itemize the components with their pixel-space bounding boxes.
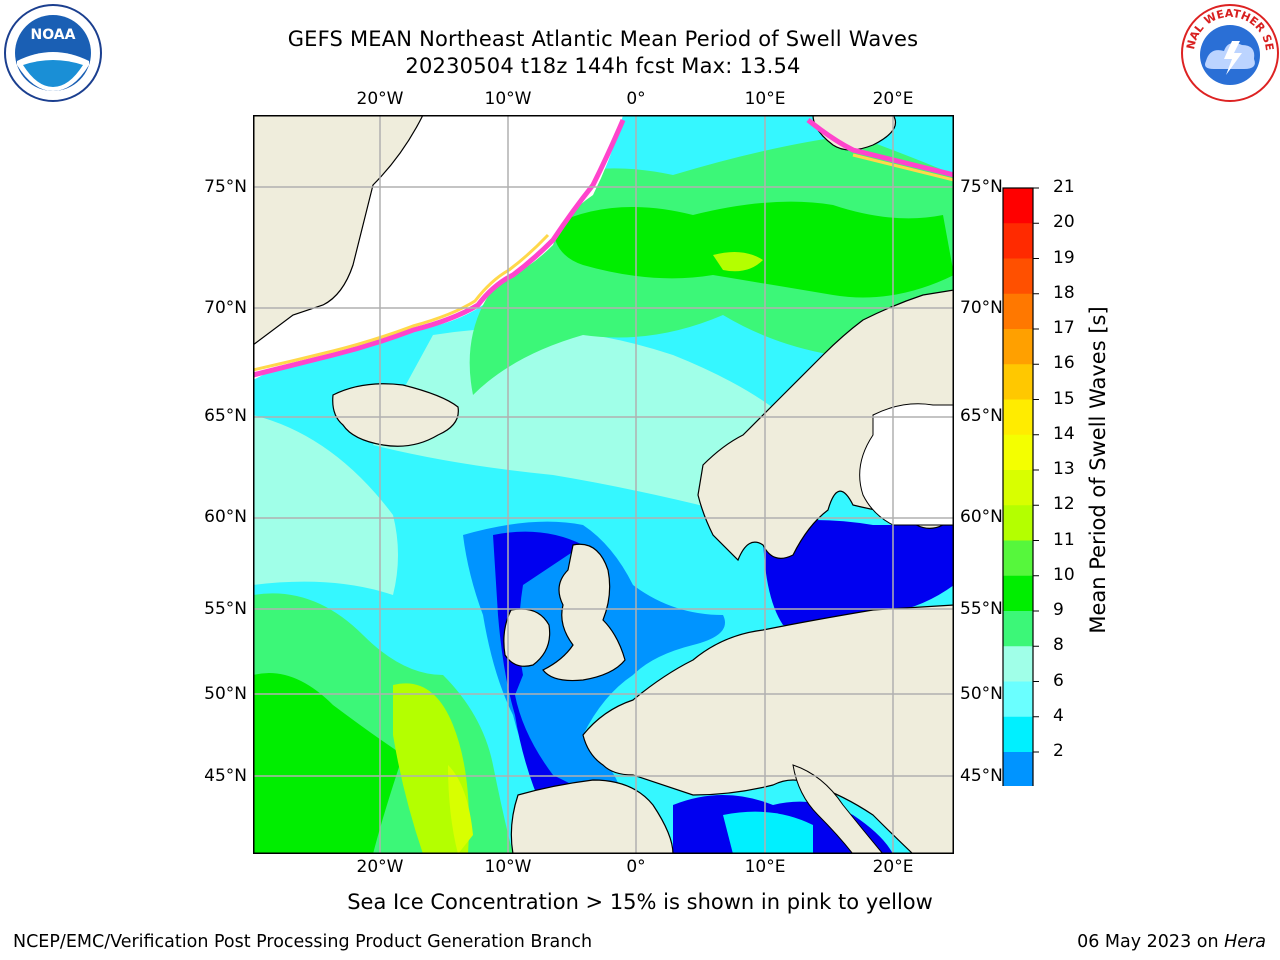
land-great-britain <box>542 543 626 682</box>
swell-band-sw-13 <box>448 765 473 854</box>
colorbar-band <box>1003 505 1033 541</box>
sea-ice-svalbard-yellow <box>852 153 954 182</box>
lon-label-top: 0° <box>626 89 646 109</box>
lon-label-bottom: 10°E <box>744 857 786 877</box>
land-iberia <box>510 779 674 854</box>
map-frame <box>253 115 954 854</box>
colorbar-band <box>1003 611 1033 647</box>
swell-band-sw-11 <box>253 673 403 854</box>
lat-label-right: 70°N <box>960 298 1003 318</box>
footer-branch: NCEP/EMC/Verification Post Processing Pr… <box>13 932 593 952</box>
colorbar-tick-label: 9 <box>1053 600 1064 620</box>
colorbar-tick-label: 12 <box>1053 494 1075 515</box>
colorbar-tick-label: 21 <box>1053 177 1075 197</box>
lat-label-right: 55°N <box>960 599 1003 619</box>
lon-label-bottom: 20°E <box>872 857 914 877</box>
lon-label-top: 10°W <box>484 89 532 109</box>
colorbar-tick-label: 16 <box>1053 353 1075 374</box>
lat-label-right: 50°N <box>960 684 1003 704</box>
lon-label-top: 20°W <box>356 89 404 109</box>
colorbar-band <box>1003 434 1033 471</box>
colorbar-band <box>1003 470 1033 506</box>
map-panel <box>253 115 954 854</box>
colorbar-tick-label: 4 <box>1053 705 1064 726</box>
colorbar-band <box>1003 540 1033 577</box>
colorbar-tick-label: 15 <box>1053 388 1075 409</box>
colorbar-tick-label: 10 <box>1053 564 1075 585</box>
colorbar-band <box>1003 364 1033 400</box>
lon-label-bottom: 20°W <box>356 857 404 877</box>
colorbar-band <box>1003 575 1033 612</box>
map-svg <box>253 115 954 854</box>
colorbar-tick-label: 17 <box>1053 318 1075 338</box>
land-finland <box>859 403 954 526</box>
colorbar-band <box>1003 399 1033 436</box>
swell-band-4-med <box>723 811 813 854</box>
land-italy <box>792 764 884 854</box>
lat-label-left: 50°N <box>204 684 247 704</box>
colorbar-band <box>1003 188 1033 224</box>
colorbar-title: Mean Period of Swell Waves [s] <box>1086 306 1110 634</box>
swell-band-0-uk <box>493 531 593 811</box>
lat-label-left: 75°N <box>204 177 247 197</box>
colorbar-tick-label: 14 <box>1053 423 1075 444</box>
lon-label-top: 10°E <box>744 89 786 109</box>
colorbar-tick-label: 2 <box>1053 741 1064 761</box>
lat-label-right: 60°N <box>960 507 1003 527</box>
footer-date: 06 May 2023 on Hera <box>1077 932 1266 952</box>
lat-label-right: 45°N <box>960 766 1003 786</box>
colorbar-tick-label: 8 <box>1053 635 1064 656</box>
lat-label-left: 45°N <box>204 766 247 786</box>
colorbar-tick-label: 19 <box>1053 247 1075 268</box>
lat-label-right: 75°N <box>960 177 1003 197</box>
colorbar-band <box>1003 681 1033 718</box>
lon-label-top: 20°E <box>872 89 914 109</box>
colorbar-band <box>1003 329 1033 365</box>
swell-band-sw-12 <box>393 683 469 854</box>
sea-ice-note-text: Sea Ice Concentration > 15% is shown in … <box>347 890 933 914</box>
sea-ice-svalbard <box>806 118 954 178</box>
noaa-logo-text: NOAA <box>31 27 76 43</box>
nws-logo: NATIONAL WEATHER SERVICE <box>1175 0 1280 107</box>
lat-label-left: 70°N <box>204 298 247 318</box>
sea-ice-edge-yellow <box>253 233 550 372</box>
colorbar-tick-label: 18 <box>1053 282 1075 303</box>
colorbar-band <box>1003 293 1033 330</box>
footer-machine: Hera <box>1224 932 1266 952</box>
lat-label-left: 65°N <box>204 406 247 426</box>
lat-label-left: 55°N <box>204 599 247 619</box>
colorbar-band <box>1003 752 1033 788</box>
swell-band-west-9 <box>253 415 398 595</box>
land-iceland <box>332 383 459 447</box>
colorbar-band <box>1003 258 1033 295</box>
chart-title: GEFS MEAN Northeast Atlantic Mean Period… <box>287 27 919 51</box>
swell-band-11 <box>553 201 954 298</box>
graticule <box>253 115 954 854</box>
colorbar-svg <box>1001 187 1039 817</box>
swell-band-0-baltic <box>763 520 954 629</box>
colorbar-band <box>1003 646 1033 682</box>
colorbar-tick-label: 6 <box>1053 670 1064 691</box>
land-ireland <box>503 608 551 667</box>
lon-label-bottom: 0° <box>626 857 646 877</box>
land-continental-europe <box>582 604 954 854</box>
colorbar-band <box>1003 716 1033 753</box>
lat-label-right: 65°N <box>960 406 1003 426</box>
chart-subtitle: 20230504 t18z 144h fcst Max: 13.54 <box>405 54 801 78</box>
noaa-logo: NOAA <box>3 3 103 107</box>
lon-label-bottom: 10°W <box>484 857 532 877</box>
footer-date-text: 06 May 2023 on <box>1077 932 1225 952</box>
colorbar <box>1000 186 1050 817</box>
sea-ice-note: Sea Ice Concentration > 15% is shown in … <box>0 890 1280 914</box>
swell-band-12 <box>713 251 763 272</box>
colorbar-tick-label: 13 <box>1053 459 1075 479</box>
sea-ice-edge <box>253 119 626 378</box>
lat-label-left: 60°N <box>204 507 247 527</box>
colorbar-tick-label: 20 <box>1053 212 1075 233</box>
colorbar-tick-label: 11 <box>1053 529 1075 550</box>
colorbar-band <box>1003 223 1033 259</box>
